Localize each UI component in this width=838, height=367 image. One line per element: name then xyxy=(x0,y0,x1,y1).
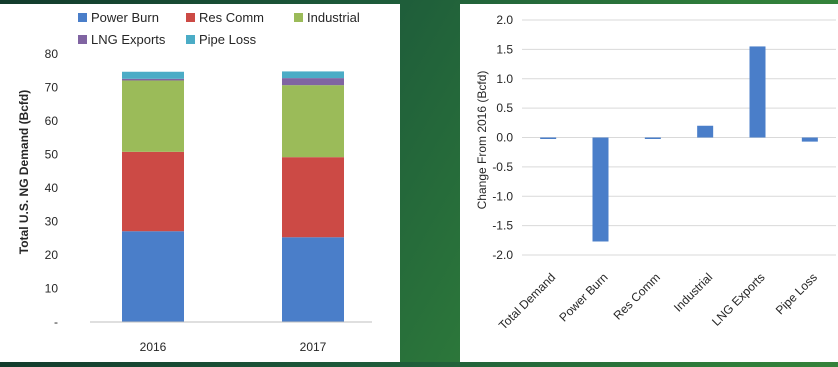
left-y-tick-label: 70 xyxy=(45,81,59,95)
bar-2017-lng-exports xyxy=(282,78,344,86)
legend-label-power-burn: Power Burn xyxy=(91,10,159,25)
legend-swatch-industrial xyxy=(294,13,303,22)
left-y-tick-label: 50 xyxy=(45,148,59,162)
left-x-tick-label-2016: 2016 xyxy=(140,340,167,354)
change-chart-panel: Change From 2016 (Bcfd) 2.0 1.5 1.0 0.5 0.0 -… xyxy=(460,4,838,362)
right-bars xyxy=(540,46,818,242)
change-from-2016-chart: Change From 2016 (Bcfd) 2.0 1.5 1.0 0.5 0.0 -… xyxy=(475,13,836,332)
left-y-tick-label: 60 xyxy=(45,114,59,128)
right-y-tick-label: -2.0 xyxy=(492,248,513,262)
right-y-tick-label: 1.0 xyxy=(496,72,513,86)
legend-label-res-comm: Res Comm xyxy=(199,10,264,25)
bar-2016-power-burn xyxy=(122,231,184,322)
left-y-tick-label: 40 xyxy=(45,181,59,195)
bar-2016-lng-exports xyxy=(122,78,184,81)
left-x-tick-label-2017: 2017 xyxy=(300,340,327,354)
left-x-axis-ticks: 2016 2017 xyxy=(140,340,327,354)
change-bar-pipe-loss xyxy=(801,137,818,142)
bar-2016-industrial xyxy=(122,80,184,152)
change-bar-industrial xyxy=(697,125,714,138)
right-x-tick-label-power-burn: Power Burn xyxy=(556,270,610,324)
right-x-tick-label-lng-exports: LNG Exports xyxy=(709,270,767,328)
right-y-axis-title: Change From 2016 (Bcfd) xyxy=(475,71,489,210)
right-x-tick-label-res-comm: Res Comm xyxy=(611,270,663,322)
right-gridlines xyxy=(522,19,836,256)
right-x-tick-label-pipe-loss: Pipe Loss xyxy=(773,270,820,317)
bar-2017-power-burn xyxy=(282,237,344,322)
left-bars xyxy=(122,71,344,322)
left-y-tick-label: 30 xyxy=(45,215,59,229)
left-y-axis-ticks: - 10 20 30 40 50 60 70 80 xyxy=(45,47,59,329)
right-y-tick-label: 0.0 xyxy=(496,131,513,145)
stacked-demand-chart: Power Burn Res Comm Industrial LNG Exports P… xyxy=(17,10,372,354)
bar-2016-res-comm xyxy=(122,151,184,232)
right-y-tick-label: 1.5 xyxy=(496,42,513,56)
legend-swatch-pipe-loss xyxy=(186,35,195,44)
right-x-tick-label-total-demand: Total Demand xyxy=(496,270,558,332)
change-bar-res-comm xyxy=(644,137,661,139)
right-y-tick-label: -1.5 xyxy=(492,219,513,233)
legend-label-lng-exports: LNG Exports xyxy=(91,32,166,47)
left-y-tick-label: 80 xyxy=(45,47,59,61)
right-x-tick-label-industrial: Industrial xyxy=(671,270,715,314)
stacked-demand-chart-panel: Power Burn Res Comm Industrial LNG Exports P… xyxy=(0,4,400,362)
stacked-chart-legend: Power Burn Res Comm Industrial LNG Exports P… xyxy=(78,10,360,47)
left-y-axis-title: Total U.S. NG Demand (Bcfd) xyxy=(17,90,31,254)
right-y-tick-label: -0.5 xyxy=(492,160,513,174)
change-bar-total-demand xyxy=(540,137,557,139)
legend-swatch-lng-exports xyxy=(78,35,87,44)
right-y-tick-label: 0.5 xyxy=(496,101,513,115)
bar-2017-industrial xyxy=(282,85,344,158)
right-y-tick-label: 2.0 xyxy=(496,13,513,27)
right-y-axis-ticks: 2.0 1.5 1.0 0.5 0.0 -0.5 -1.0 -1.5 -2.0 xyxy=(492,13,513,262)
legend-label-industrial: Industrial xyxy=(307,10,360,25)
bar-2017-res-comm xyxy=(282,157,344,238)
legend-label-pipe-loss: Pipe Loss xyxy=(199,32,257,47)
right-y-tick-label: -1.0 xyxy=(492,189,513,203)
legend-swatch-res-comm xyxy=(186,13,195,22)
bar-2016-pipe-loss xyxy=(122,71,184,79)
left-y-tick-label: 20 xyxy=(45,248,59,262)
bar-2017-pipe-loss xyxy=(282,71,344,79)
left-y-tick-label: 10 xyxy=(45,282,59,296)
left-y-tick-label: - xyxy=(54,315,58,329)
legend-swatch-power-burn xyxy=(78,13,87,22)
change-bar-lng-exports xyxy=(749,46,766,138)
change-bar-power-burn xyxy=(592,137,609,242)
